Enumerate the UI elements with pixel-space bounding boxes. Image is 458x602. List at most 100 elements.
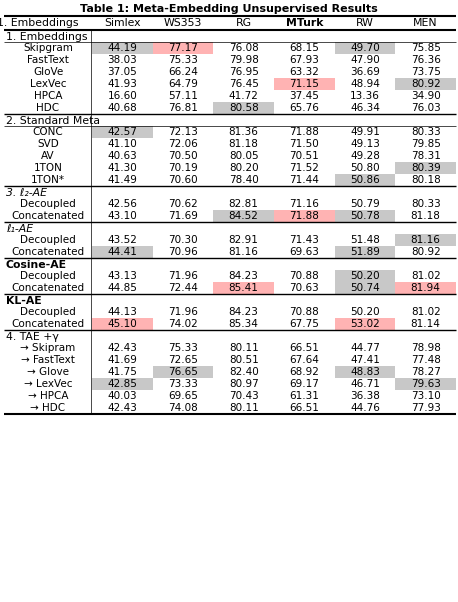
Text: 73.75: 73.75: [411, 67, 441, 77]
Bar: [92, 318, 153, 330]
Text: 70.88: 70.88: [289, 307, 319, 317]
Text: 81.36: 81.36: [229, 127, 259, 137]
Text: LexVec: LexVec: [30, 79, 66, 89]
Text: 76.08: 76.08: [229, 43, 259, 53]
Text: 36.38: 36.38: [350, 391, 380, 401]
Text: 53.02: 53.02: [350, 319, 380, 329]
Text: 74.02: 74.02: [168, 319, 198, 329]
Text: 80.92: 80.92: [411, 79, 441, 89]
Text: Decoupled: Decoupled: [20, 199, 76, 209]
Text: 66.51: 66.51: [289, 403, 319, 413]
Text: 69.17: 69.17: [289, 379, 319, 389]
Bar: [395, 234, 456, 246]
Text: 71.16: 71.16: [289, 199, 319, 209]
Text: → Skipram: → Skipram: [20, 343, 76, 353]
Text: 71.50: 71.50: [289, 139, 319, 149]
Bar: [153, 42, 213, 54]
Text: 51.89: 51.89: [350, 247, 380, 257]
Text: MEN: MEN: [414, 19, 438, 28]
Text: 80.11: 80.11: [229, 403, 259, 413]
Text: Concatenated: Concatenated: [11, 283, 85, 293]
Text: 76.03: 76.03: [411, 103, 441, 113]
Bar: [92, 42, 153, 54]
Text: 64.79: 64.79: [168, 79, 198, 89]
Bar: [92, 246, 153, 258]
Text: 42.43: 42.43: [107, 403, 137, 413]
Text: Concatenated: Concatenated: [11, 319, 85, 329]
Text: 4. TAE +γ: 4. TAE +γ: [6, 332, 59, 341]
Text: 38.03: 38.03: [108, 55, 137, 65]
Text: 63.32: 63.32: [289, 67, 319, 77]
Bar: [335, 318, 395, 330]
Text: 57.11: 57.11: [168, 91, 198, 101]
Text: 41.75: 41.75: [107, 367, 137, 377]
Text: 42.56: 42.56: [107, 199, 137, 209]
Text: 66.51: 66.51: [289, 343, 319, 353]
Text: 49.70: 49.70: [350, 43, 380, 53]
Text: 76.45: 76.45: [229, 79, 259, 89]
Text: 71.96: 71.96: [168, 271, 198, 281]
Text: 78.27: 78.27: [411, 367, 441, 377]
Text: 80.92: 80.92: [411, 247, 441, 257]
Text: 70.60: 70.60: [168, 175, 198, 185]
Bar: [335, 270, 395, 282]
Text: → HDC: → HDC: [30, 403, 65, 413]
Text: 71.52: 71.52: [289, 163, 319, 173]
Text: 36.69: 36.69: [350, 67, 380, 77]
Text: 71.15: 71.15: [289, 79, 319, 89]
Text: 41.93: 41.93: [107, 79, 137, 89]
Text: 82.81: 82.81: [229, 199, 259, 209]
Text: 50.20: 50.20: [350, 271, 380, 281]
Bar: [153, 366, 213, 378]
Bar: [335, 210, 395, 222]
Text: 44.85: 44.85: [107, 283, 137, 293]
Text: 67.75: 67.75: [289, 319, 319, 329]
Text: KL-AE: KL-AE: [6, 296, 42, 305]
Text: 1. Embeddings: 1. Embeddings: [6, 31, 87, 42]
Text: 71.88: 71.88: [289, 211, 319, 221]
Text: 41.10: 41.10: [108, 139, 137, 149]
Text: 75.85: 75.85: [411, 43, 441, 53]
Text: 44.13: 44.13: [107, 307, 137, 317]
Text: 72.65: 72.65: [168, 355, 198, 365]
Text: 80.11: 80.11: [229, 343, 259, 353]
Text: 42.85: 42.85: [107, 379, 137, 389]
Text: 41.69: 41.69: [107, 355, 137, 365]
Bar: [395, 282, 456, 294]
Bar: [335, 174, 395, 186]
Bar: [395, 162, 456, 174]
Text: 13.36: 13.36: [350, 91, 380, 101]
Text: 85.41: 85.41: [229, 283, 259, 293]
Text: 44.19: 44.19: [107, 43, 137, 53]
Text: 80.33: 80.33: [411, 199, 441, 209]
Text: 49.13: 49.13: [350, 139, 380, 149]
Bar: [395, 78, 456, 90]
Text: 77.48: 77.48: [411, 355, 441, 365]
Text: 77.17: 77.17: [168, 43, 198, 53]
Text: 40.68: 40.68: [108, 103, 137, 113]
Text: 81.18: 81.18: [411, 211, 441, 221]
Bar: [92, 126, 153, 138]
Text: 72.44: 72.44: [168, 283, 198, 293]
Text: 44.41: 44.41: [107, 247, 137, 257]
Text: 69.63: 69.63: [289, 247, 319, 257]
Text: 81.16: 81.16: [229, 247, 259, 257]
Text: 71.88: 71.88: [289, 127, 319, 137]
Text: 2. Standard Meta: 2. Standard Meta: [6, 116, 100, 125]
Text: Simlex: Simlex: [104, 19, 141, 28]
Text: 74.08: 74.08: [168, 403, 198, 413]
Text: 76.81: 76.81: [168, 103, 198, 113]
Text: 81.16: 81.16: [411, 235, 441, 245]
Text: 66.24: 66.24: [168, 67, 198, 77]
Text: 51.48: 51.48: [350, 235, 380, 245]
Text: 50.20: 50.20: [350, 307, 380, 317]
Text: 68.15: 68.15: [289, 43, 319, 53]
Text: RW: RW: [356, 19, 374, 28]
Text: 45.10: 45.10: [108, 319, 137, 329]
Text: 50.80: 50.80: [350, 163, 380, 173]
Text: 79.63: 79.63: [411, 379, 441, 389]
Text: 77.93: 77.93: [411, 403, 441, 413]
Text: 34.90: 34.90: [411, 91, 441, 101]
Text: 72.06: 72.06: [168, 139, 198, 149]
Bar: [274, 210, 335, 222]
